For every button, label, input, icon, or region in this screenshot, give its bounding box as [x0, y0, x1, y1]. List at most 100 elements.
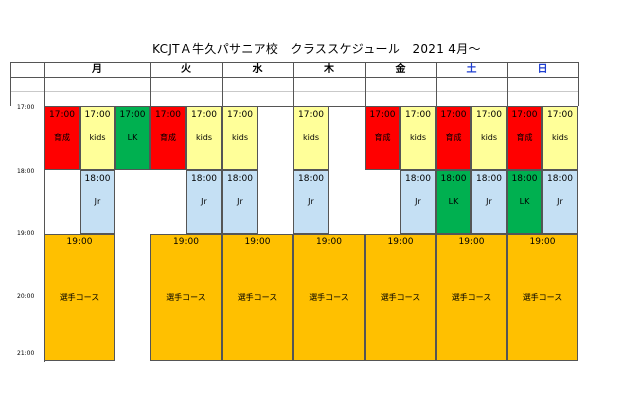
class-start-time: 19:00 — [316, 237, 342, 247]
class-block-senshu-course: 19:00 選手コース — [436, 234, 507, 361]
class-block-kids: 17:00 kids — [80, 106, 115, 170]
day-header-fri: 金 — [395, 64, 406, 75]
class-start-time: 19:00 — [173, 237, 199, 247]
grid-line-thu — [365, 62, 366, 106]
class-start-time: 17:00 — [84, 110, 111, 120]
grid-line-time-col — [44, 62, 45, 362]
class-name: kids — [195, 133, 213, 142]
class-start-time: 17:00 — [191, 110, 217, 120]
grid-line-left — [10, 62, 11, 106]
class-start-time: 17:00 — [119, 110, 146, 120]
class-name: 育成 — [160, 133, 176, 142]
class-block-lk: 18:00 LK — [436, 170, 471, 234]
class-start-time: 17:00 — [369, 110, 396, 120]
class-start-time: 19:00 — [244, 237, 271, 247]
class-start-time: 17:00 — [511, 110, 538, 120]
class-start-time: 17:00 — [155, 110, 181, 120]
class-block-kids: 17:00 kids — [293, 106, 329, 170]
class-block-training: 17:00 育成 — [436, 106, 471, 170]
grid-line-fri — [436, 62, 437, 106]
day-header-tue: 火 — [181, 64, 191, 75]
class-start-time: 17:00 — [440, 110, 467, 120]
class-name: kids — [89, 133, 106, 142]
schedule-title: KCJTＡ牛久パサニア校 クラススケジュール 2021 4月～ — [152, 42, 481, 56]
class-block-jr: 18:00 Jr — [471, 170, 507, 234]
day-header-thu: 木 — [324, 64, 334, 75]
time-label-2100: 21:00 — [17, 350, 35, 357]
grid-line-mon — [150, 62, 151, 106]
grid-line-header — [10, 77, 578, 78]
class-block-senshu-course: 19:00 選手コース — [507, 234, 578, 361]
class-name: Jr — [486, 197, 492, 206]
class-name: 選手コース — [309, 292, 349, 302]
class-start-time: 18:00 — [547, 174, 573, 184]
class-name: Jr — [237, 197, 243, 206]
class-name: kids — [231, 133, 249, 142]
class-block-senshu-course: 19:00 選手コース — [150, 234, 222, 361]
class-start-time: 17:00 — [405, 110, 431, 120]
class-block-training: 17:00 育成 — [44, 106, 80, 170]
class-block-senshu-course: 19:00 選手コース — [222, 234, 293, 361]
class-block-training: 17:00 育成 — [507, 106, 542, 170]
class-block-training: 17:00 育成 — [365, 106, 400, 170]
class-start-time: 18:00 — [511, 174, 538, 184]
class-start-time: 19:00 — [66, 237, 93, 247]
class-start-time: 19:00 — [529, 237, 556, 247]
class-name: 選手コース — [59, 292, 100, 302]
day-header-sat: 土 — [466, 64, 477, 75]
class-name: LK — [519, 197, 530, 206]
class-name: 育成 — [516, 133, 533, 142]
grid-line-right — [578, 62, 579, 106]
class-name: kids — [480, 133, 498, 142]
class-start-time: 18:00 — [227, 174, 253, 184]
class-name: 選手コース — [522, 292, 563, 302]
class-start-time: 18:00 — [476, 174, 502, 184]
class-start-time: 19:00 — [458, 237, 485, 247]
day-header-mon: 月 — [92, 64, 102, 75]
class-block-jr: 18:00 Jr — [80, 170, 115, 234]
class-name: Jr — [308, 197, 314, 206]
day-header-wed: 水 — [252, 64, 263, 75]
class-block-lk: 17:00 LK — [115, 106, 150, 170]
class-start-time: 18:00 — [191, 174, 217, 184]
class-block-kids: 17:00 kids — [222, 106, 258, 170]
class-name: kids — [302, 133, 320, 142]
class-start-time: 18:00 — [84, 174, 111, 184]
class-start-time: 18:00 — [405, 174, 431, 184]
class-name: LK — [127, 133, 138, 142]
class-name: 育成 — [54, 133, 70, 142]
class-block-jr: 18:00 Jr — [186, 170, 222, 234]
class-block-jr: 18:00 Jr — [293, 170, 329, 234]
class-name: Jr — [557, 197, 563, 206]
class-block-kids: 17:00 kids — [542, 106, 578, 170]
class-block-jr: 18:00 Jr — [542, 170, 578, 234]
class-name: 選手コース — [237, 292, 278, 302]
day-header-sun: 日 — [537, 64, 548, 75]
class-block-kids: 17:00 kids — [400, 106, 436, 170]
time-label-1800: 18:00 — [17, 168, 35, 175]
class-block-kids: 17:00 kids — [471, 106, 507, 170]
class-name: kids — [409, 133, 427, 142]
class-block-jr: 18:00 Jr — [400, 170, 436, 234]
grid-line-tue — [222, 62, 223, 106]
time-label-1700: 17:00 — [17, 104, 35, 111]
class-start-time: 17:00 — [227, 110, 253, 120]
class-name: 育成 — [374, 133, 391, 142]
class-name: 選手コース — [451, 292, 492, 302]
time-label-2000: 20:00 — [17, 293, 35, 300]
class-block-senshu-course: 19:00 選手コース — [44, 234, 115, 361]
class-start-time: 17:00 — [298, 110, 324, 120]
class-block-jr: 18:00 Jr — [222, 170, 258, 234]
grid-line-wed — [293, 62, 294, 106]
class-name: 育成 — [445, 133, 462, 142]
class-name: Jr — [201, 197, 207, 206]
class-block-lk: 18:00 LK — [507, 170, 542, 234]
time-label-1900: 19:00 — [17, 230, 35, 237]
class-block-training: 17:00 育成 — [150, 106, 186, 170]
class-name: 選手コース — [380, 292, 421, 302]
grid-line-sat — [507, 62, 508, 106]
class-name: LK — [448, 197, 459, 206]
class-block-kids: 17:00 kids — [186, 106, 222, 170]
class-name: Jr — [415, 197, 421, 206]
class-start-time: 17:00 — [476, 110, 502, 120]
